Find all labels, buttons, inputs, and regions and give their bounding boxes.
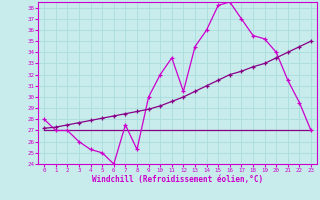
X-axis label: Windchill (Refroidissement éolien,°C): Windchill (Refroidissement éolien,°C) — [92, 175, 263, 184]
